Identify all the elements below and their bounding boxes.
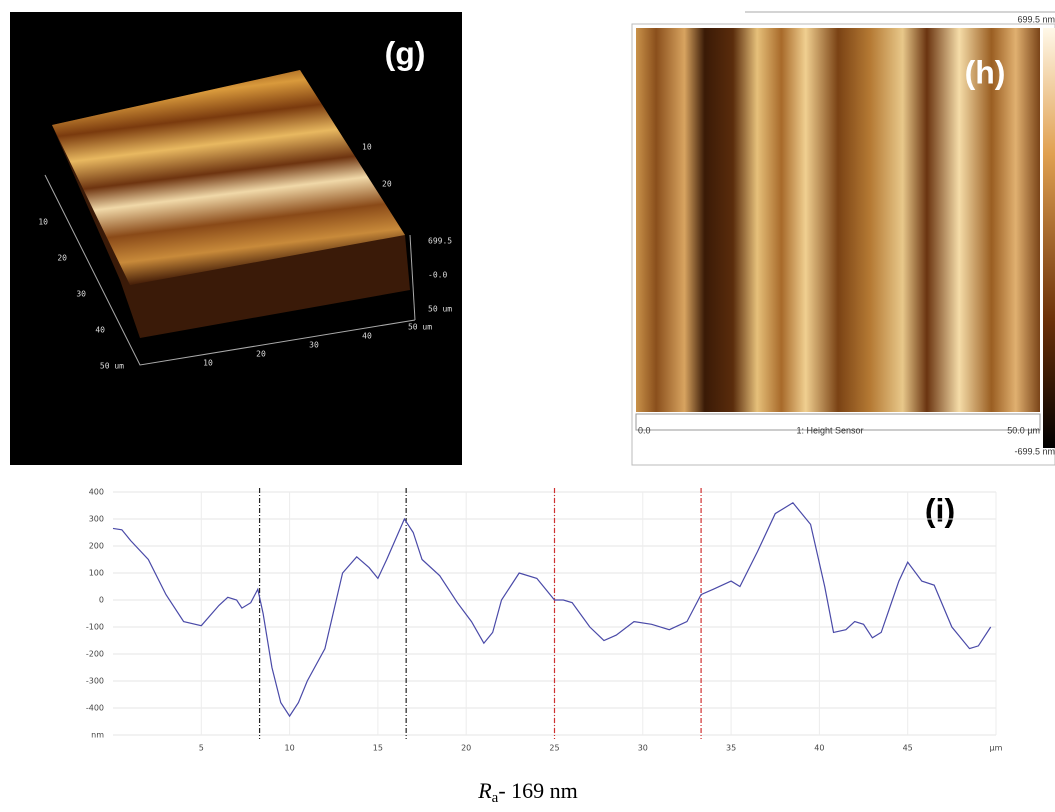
axis-tick-label: 20 (256, 350, 266, 359)
y-tick-label: 300 (89, 515, 104, 524)
axis-tick-label: 20 (382, 180, 392, 189)
axis-tick-label: 50 um (100, 362, 124, 371)
figure-canvas: (g) 699.5 nm -699.5 nm 0.0 1: Height Sen… (0, 0, 1055, 812)
axis-tick-label: 10 (203, 359, 213, 368)
axis-tick-label: 50 um (408, 323, 432, 332)
x-tick-label: 40 (814, 744, 824, 753)
x-tick-label: 15 (373, 744, 383, 753)
y-tick-label: -300 (86, 677, 104, 686)
x-tick-label: 30 (638, 744, 648, 753)
y-tick-label: 100 (89, 569, 104, 578)
axis-tick-label: 10 (38, 218, 48, 227)
axis-tick-label: 40 (362, 332, 372, 341)
caption: Ra- 169 nm (477, 778, 578, 806)
axis-tick-label: 10 (362, 143, 372, 152)
y-tick-label: -200 (86, 650, 104, 659)
channel-name: 1: Height Sensor (796, 425, 863, 435)
panel-label: (i) (925, 492, 955, 528)
x-tick-label: 5 (199, 744, 204, 753)
x-tick-label: 10 (285, 744, 295, 753)
x-tick-label: µm (990, 744, 1003, 753)
scale-max: 699.5 nm (1017, 14, 1055, 24)
x-start: 0.0 (638, 425, 651, 435)
axis-tick-label: -0.0 (428, 271, 447, 280)
axis-tick-label: 30 (309, 341, 319, 350)
axis-tick-label: 40 (95, 326, 105, 335)
caption-symbol: R (477, 778, 492, 803)
x-tick-label: 45 (903, 744, 913, 753)
figure: (g) 699.5 nm -699.5 nm 0.0 1: Height Sen… (0, 0, 1055, 812)
color-bar (1043, 28, 1055, 448)
y-tick-label: 400 (89, 488, 104, 497)
x-tick-label: 20 (461, 744, 471, 753)
y-tick-label: 200 (89, 542, 104, 551)
profile-line (113, 503, 991, 716)
axis-tick-label: 50 um (428, 305, 452, 314)
panel-label: (h) (965, 54, 1006, 90)
x-end: 50.0 µm (1007, 425, 1040, 435)
y-tick-label: 0 (99, 596, 104, 605)
y-tick-label: nm (91, 731, 104, 740)
x-tick-label: 25 (549, 744, 559, 753)
caption-text: - 169 nm (498, 778, 577, 803)
axis-tick-label: 699.5 (428, 237, 452, 246)
panel-label: (g) (385, 35, 426, 71)
y-tick-label: -400 (86, 704, 104, 713)
y-tick-label: -100 (86, 623, 104, 632)
axis-tick-label: 30 (76, 290, 86, 299)
axis-tick-label: 20 (57, 254, 67, 263)
scale-min: -699.5 nm (1014, 446, 1055, 456)
x-tick-label: 35 (726, 744, 736, 753)
